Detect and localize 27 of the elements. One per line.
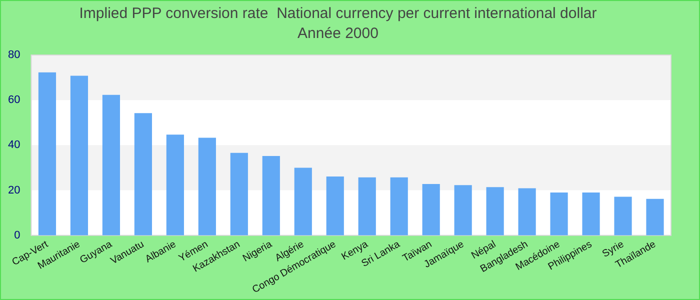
bar <box>614 196 632 236</box>
bar <box>454 185 472 236</box>
bar <box>518 188 536 236</box>
bar <box>230 152 248 236</box>
bar <box>646 198 664 236</box>
bar <box>134 113 152 236</box>
bar <box>582 192 600 236</box>
bar <box>198 138 216 236</box>
y-tick-label: 0 <box>14 229 20 242</box>
bar <box>262 156 280 236</box>
bar <box>486 187 504 236</box>
y-tick-label: 40 <box>8 139 20 152</box>
bar <box>70 76 88 236</box>
bar <box>358 177 376 236</box>
bar <box>422 184 440 236</box>
bar <box>550 192 568 236</box>
y-tick-label: 80 <box>8 49 20 62</box>
y-tick-label: 60 <box>8 94 20 106</box>
chart-subtitle: Année 2000 <box>298 25 378 42</box>
bar <box>390 177 408 236</box>
y-tick-label: 20 <box>8 184 20 196</box>
bar <box>102 94 120 236</box>
chart-title: Implied PPP conversion rate National currency per current international dollar <box>79 5 597 22</box>
bar <box>294 168 312 236</box>
bar <box>166 134 184 236</box>
bar <box>38 72 56 236</box>
bar <box>326 176 344 236</box>
